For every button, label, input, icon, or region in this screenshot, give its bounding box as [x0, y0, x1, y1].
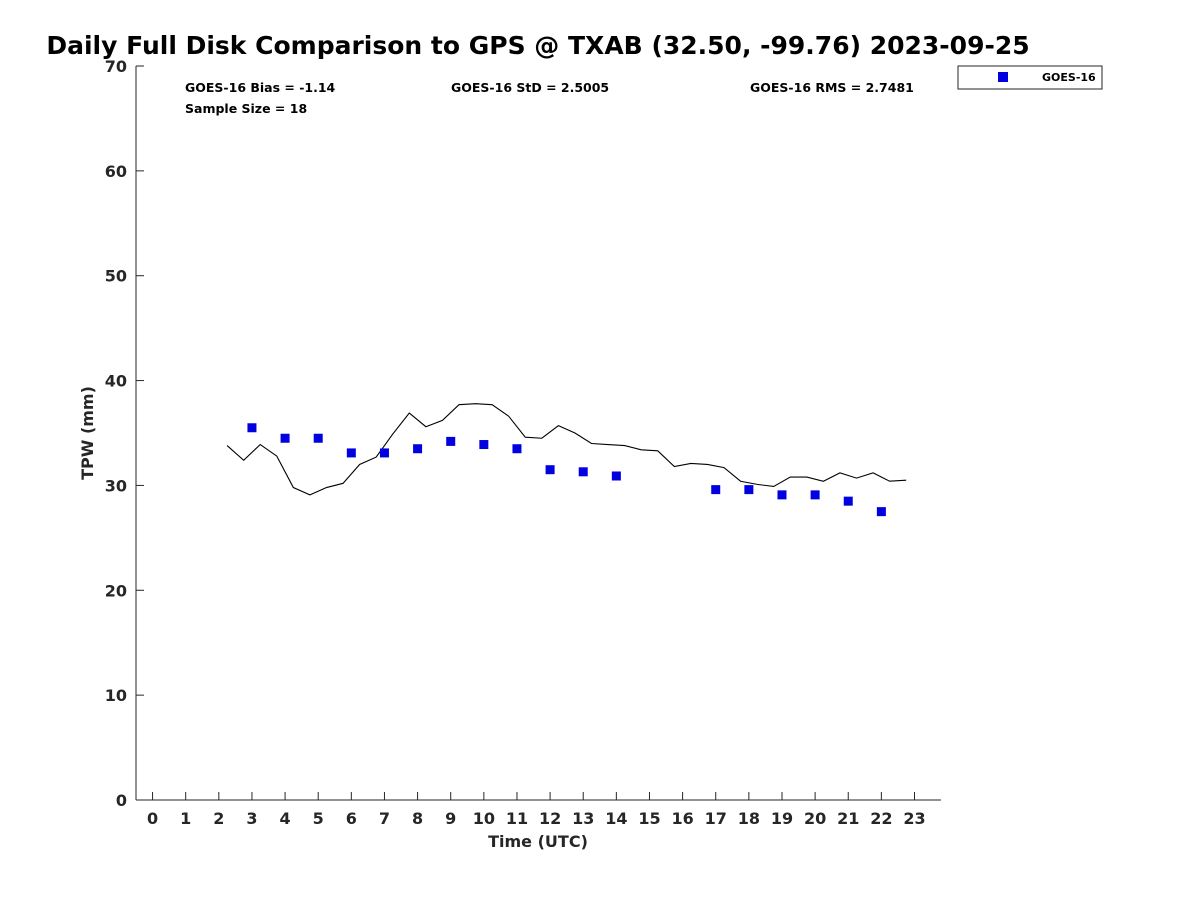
x-tick-label: 19	[771, 809, 793, 828]
goes16-point	[413, 444, 423, 454]
x-tick-label: 15	[638, 809, 660, 828]
x-tick-label: 18	[738, 809, 760, 828]
legend: GOES-16	[957, 65, 1103, 90]
y-tick-label: 40	[105, 372, 127, 391]
y-tick-label: 0	[116, 791, 127, 810]
goes16-point	[777, 490, 787, 500]
goes16-point	[512, 444, 522, 454]
goes16-point	[611, 471, 621, 481]
goes16-point	[744, 485, 754, 495]
x-ticks: 0 1 2 3 4 5 6 7 8 9 10 11 12 13 14 15 16 17 18 19 20 21 22 23	[147, 792, 926, 828]
x-tick-label: 14	[605, 809, 627, 828]
y-tick-label: 30	[105, 476, 127, 495]
y-tick-label: 70	[105, 57, 127, 76]
y-tick-label: 10	[105, 686, 127, 705]
x-tick-label: 4	[280, 809, 291, 828]
y-tick-label: 60	[105, 162, 127, 181]
legend-box	[957, 65, 1103, 90]
x-tick-label: 5	[313, 809, 324, 828]
goes16-point	[446, 436, 456, 446]
x-tick-label: 10	[473, 809, 495, 828]
x-tick-label: 12	[539, 809, 561, 828]
gps-line-series	[226, 403, 907, 496]
std-annotation: GOES-16 StD = 2.5005	[451, 80, 609, 95]
axes	[135, 66, 941, 801]
gps-line	[226, 403, 907, 496]
goes16-point	[346, 448, 356, 458]
x-tick-label: 16	[671, 809, 693, 828]
x-tick-label: 6	[346, 809, 357, 828]
goes16-point	[578, 467, 588, 477]
y-tick-label: 20	[105, 581, 127, 600]
goes16-point	[313, 433, 323, 443]
bias-annotation: GOES-16 Bias = -1.14	[185, 80, 336, 95]
x-tick-label: 9	[445, 809, 456, 828]
x-tick-label: 1	[180, 809, 191, 828]
goes16-point	[545, 465, 555, 475]
y-axis-label: TPW (mm)	[78, 386, 97, 480]
x-tick-label: 21	[837, 809, 859, 828]
x-tick-label: 22	[870, 809, 892, 828]
goes16-point	[479, 440, 489, 450]
x-tick-label: 7	[379, 809, 390, 828]
rms-annotation: GOES-16 RMS = 2.7481	[750, 80, 914, 95]
x-tick-label: 2	[213, 809, 224, 828]
y-ticks: 0 10 20 30 40 50 60 70	[105, 57, 144, 810]
legend-marker-goes16	[998, 72, 1008, 82]
sample-size-annotation: Sample Size = 18	[185, 101, 307, 116]
goes16-point	[810, 490, 820, 500]
y-tick-label: 50	[105, 267, 127, 286]
x-tick-label: 11	[506, 809, 528, 828]
goes16-point	[843, 496, 853, 506]
goes16-point	[876, 507, 886, 517]
x-tick-label: 23	[903, 809, 925, 828]
x-tick-label: 17	[705, 809, 727, 828]
goes16-point	[247, 423, 257, 433]
chart-title: Daily Full Disk Comparison to GPS @ TXAB…	[46, 31, 1029, 60]
goes16-point	[379, 448, 389, 458]
x-axis-label: Time (UTC)	[488, 832, 588, 851]
legend-label-goes16: GOES-16	[1042, 71, 1096, 84]
x-tick-label: 3	[246, 809, 257, 828]
x-tick-label: 8	[412, 809, 423, 828]
x-tick-label: 13	[572, 809, 594, 828]
goes16-point	[280, 433, 290, 443]
goes16-series	[247, 423, 886, 517]
x-tick-label: 20	[804, 809, 826, 828]
x-tick-label: 0	[147, 809, 158, 828]
goes16-point	[711, 485, 721, 495]
